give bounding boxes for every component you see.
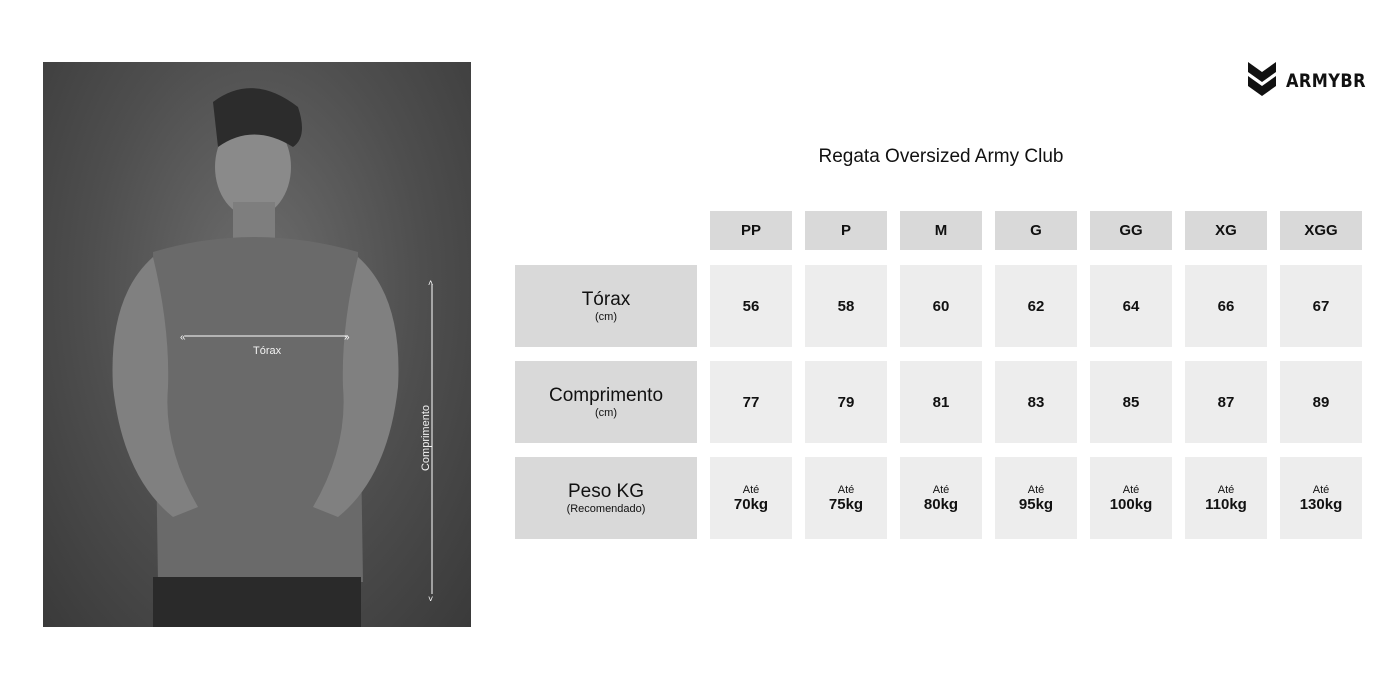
- length-measure-label: Comprimento: [420, 404, 433, 472]
- row-label-unit: (cm): [595, 311, 617, 323]
- value-text: 75kg: [828, 495, 864, 513]
- row-label: Peso KG (Recomendado): [515, 457, 697, 539]
- svg-text:»: »: [344, 332, 350, 343]
- value-cell: Até 100kg: [1090, 457, 1172, 539]
- value-text: 58: [837, 297, 855, 315]
- value-prefix: Até: [1217, 483, 1235, 496]
- value-cell: Até 110kg: [1185, 457, 1267, 539]
- value-cell: 85: [1090, 361, 1172, 443]
- value-text: 81: [932, 393, 950, 411]
- row-label-text: Tórax: [581, 289, 631, 310]
- value-cell: 81: [900, 361, 982, 443]
- model-photo: « » ˄ ˅ Tórax Comprimento: [43, 62, 471, 627]
- value-cell: 58: [805, 265, 887, 347]
- chest-measure-label: Tórax: [253, 345, 282, 357]
- value-cell: Até 80kg: [900, 457, 982, 539]
- chevron-logo-icon: [1248, 62, 1276, 96]
- value-cell: Até 130kg: [1280, 457, 1362, 539]
- row-label-text: Peso KG: [567, 481, 645, 502]
- value-prefix: Até: [742, 483, 760, 496]
- size-header: G: [995, 211, 1077, 250]
- value-prefix: Até: [932, 483, 950, 496]
- size-header: XGG: [1280, 211, 1362, 250]
- value-cell: 66: [1185, 265, 1267, 347]
- value-text: 80kg: [923, 495, 959, 513]
- value-text: 130kg: [1299, 495, 1343, 513]
- value-text: 100kg: [1109, 495, 1153, 513]
- model-silhouette: « » ˄ ˅: [112, 88, 433, 627]
- value-cell: 64: [1090, 265, 1172, 347]
- brand-logo: ARMYBR: [1248, 62, 1380, 100]
- row-label: Comprimento (cm): [515, 361, 697, 443]
- svg-text:˄: ˄: [428, 278, 433, 288]
- value-cell: 83: [995, 361, 1077, 443]
- value-cell: 89: [1280, 361, 1362, 443]
- value-text: 56: [742, 297, 760, 315]
- value-text: 110kg: [1205, 495, 1247, 513]
- value-cell: 79: [805, 361, 887, 443]
- brand-name: ARMYBR: [1286, 70, 1367, 92]
- value-prefix: Até: [1027, 483, 1045, 496]
- value-cell: 62: [995, 265, 1077, 347]
- value-text: 70kg: [733, 495, 769, 513]
- value-text: 79: [837, 393, 855, 411]
- value-text: 66: [1217, 297, 1235, 315]
- product-title: Regata Oversized Army Club: [818, 146, 1064, 167]
- size-header: M: [900, 211, 982, 250]
- size-header: XG: [1185, 211, 1267, 250]
- svg-text:«: «: [180, 332, 186, 343]
- value-cell: 56: [710, 265, 792, 347]
- value-text: 62: [1027, 297, 1045, 315]
- value-prefix: Até: [837, 483, 855, 496]
- svg-text:˅: ˅: [428, 594, 433, 604]
- value-cell: 77: [710, 361, 792, 443]
- value-text: 67: [1312, 297, 1330, 315]
- value-text: 60: [932, 297, 950, 315]
- value-cell: Até 75kg: [805, 457, 887, 539]
- value-cell: Até 95kg: [995, 457, 1077, 539]
- value-text: 95kg: [1018, 495, 1054, 513]
- value-text: 87: [1217, 393, 1235, 411]
- value-prefix: Até: [1122, 483, 1140, 496]
- value-prefix: Até: [1312, 483, 1330, 496]
- value-text: 64: [1122, 297, 1140, 315]
- value-cell: 60: [900, 265, 982, 347]
- value-text: 89: [1312, 393, 1330, 411]
- value-text: 83: [1027, 393, 1045, 411]
- value-cell: Até 70kg: [710, 457, 792, 539]
- row-label: Tórax (cm): [515, 265, 697, 347]
- row-label-unit: (Recomendado): [566, 503, 646, 515]
- value-text: 77: [742, 393, 760, 411]
- size-header: P: [805, 211, 887, 250]
- size-header: PP: [710, 211, 792, 250]
- value-cell: 87: [1185, 361, 1267, 443]
- row-label-unit: (cm): [595, 407, 617, 419]
- value-text: 85: [1122, 393, 1140, 411]
- row-label-text: Comprimento: [548, 385, 664, 406]
- value-cell: 67: [1280, 265, 1362, 347]
- size-header: GG: [1090, 211, 1172, 250]
